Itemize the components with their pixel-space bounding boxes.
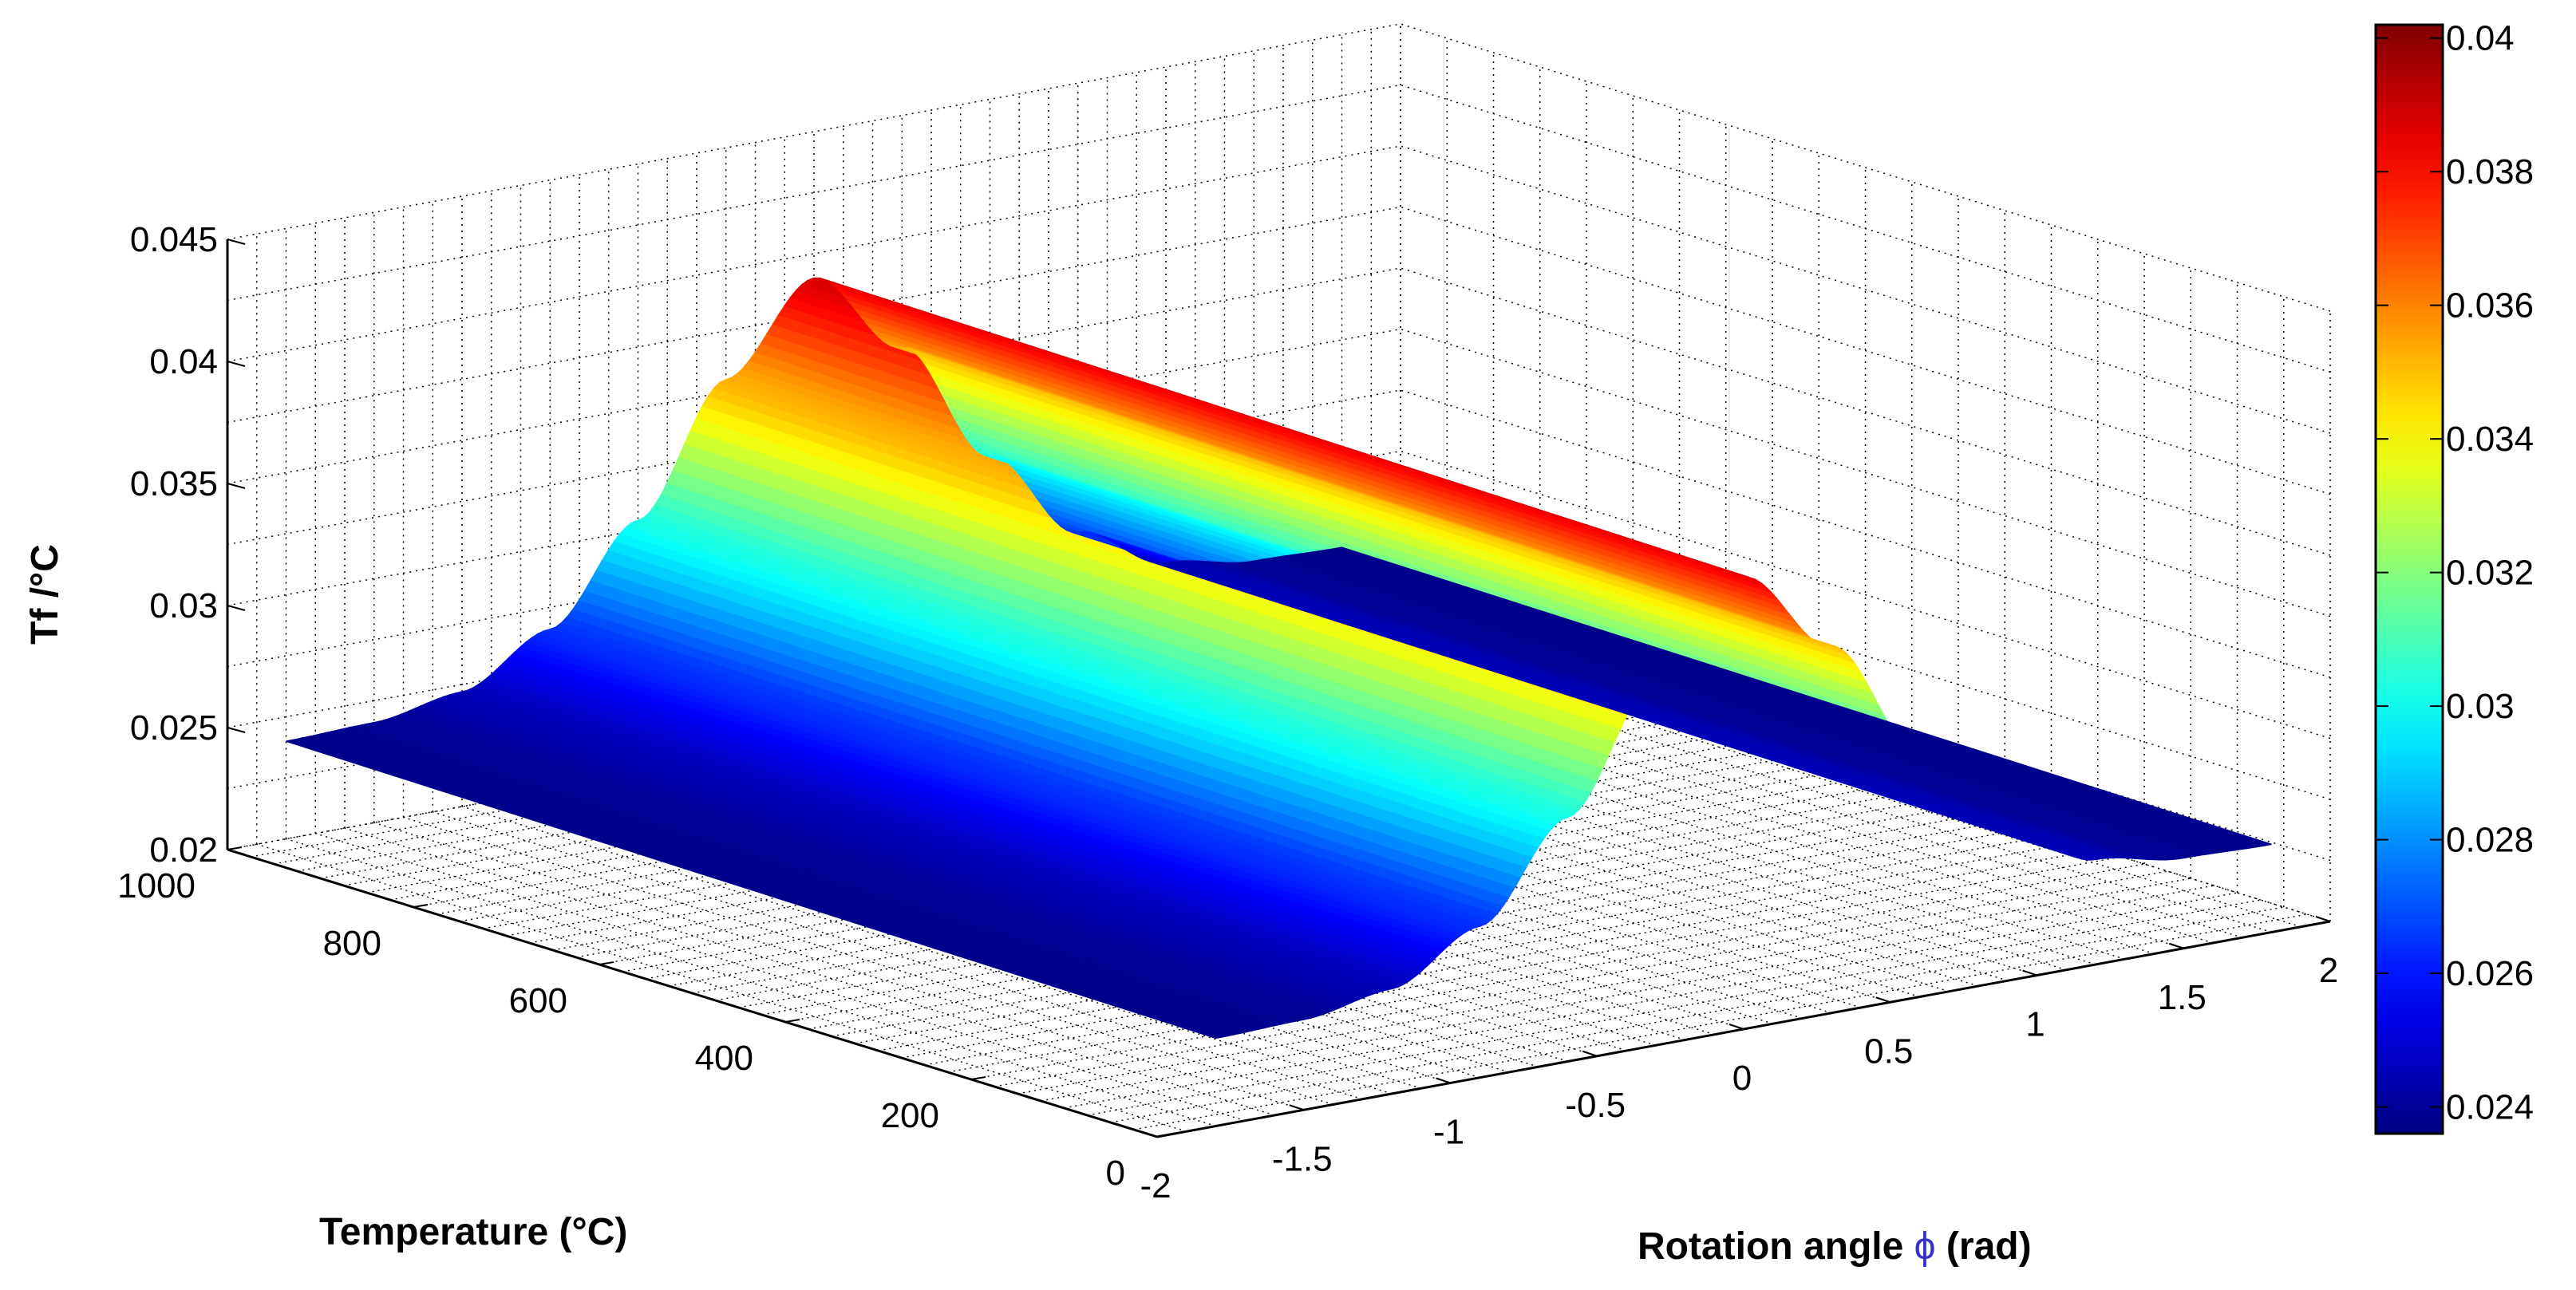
side-wall-gridline — [1400, 145, 2331, 434]
x-tick-label: 800 — [323, 924, 381, 963]
side-wall-gridline — [1400, 23, 2331, 312]
x-tick — [784, 1019, 800, 1023]
colorbar-tick-label: 0.032 — [2446, 554, 2534, 593]
back-wall-gridline — [227, 84, 1401, 302]
colorbar: 0.024 0.026 0.028 0.03 0.032 0.034 0.036 0.038 0… — [2374, 19, 2534, 1135]
floor-gridline — [461, 806, 1393, 1095]
colorbar-tick-label: 0.04 — [2446, 19, 2515, 58]
y-tick — [1289, 1104, 1305, 1111]
y-tick — [1582, 1050, 1598, 1057]
x-tick — [413, 904, 429, 908]
z-tick-label: 0.045 — [130, 220, 218, 259]
z-tick-label: 0.02 — [149, 830, 218, 870]
colorbar-ticks: 0.024 0.026 0.028 0.03 0.032 0.034 0.036 0.038 0… — [2376, 19, 2534, 1127]
floor-gridline — [344, 827, 1275, 1116]
z-tick-label: 0.035 — [130, 464, 218, 503]
colorbar-tick-label: 0.036 — [2446, 286, 2534, 325]
colorbar-gradient — [2374, 23, 2444, 1135]
x-axis-label: Temperature (°C) — [319, 1211, 627, 1253]
axes-layer — [226, 239, 2331, 1138]
y-tick-label: -1 — [1433, 1113, 1464, 1152]
y-tick — [2022, 969, 2037, 976]
z-tick — [227, 483, 246, 489]
side-wall-gridline — [1400, 206, 2331, 495]
side-wall-gridline — [1400, 328, 2331, 617]
x-tick — [1156, 1134, 1172, 1138]
back-wall-gridline — [227, 206, 1401, 424]
side-wall-gridline — [1400, 450, 2331, 740]
y-tick-label: -2 — [1140, 1166, 1171, 1205]
colorbar-tick-label: 0.026 — [2446, 954, 2534, 993]
tick-labels-layer: 0.02 0.025 0.03 0.035 0.04 0.045 0 200 400 600 800… — [117, 220, 2338, 1205]
floor-gridline — [433, 811, 1363, 1100]
floor-gridline — [286, 838, 1216, 1127]
y-tick — [2315, 916, 2331, 922]
x-tick — [970, 1076, 986, 1080]
surface-layer — [286, 277, 2272, 1039]
z-tick-label: 0.04 — [149, 342, 218, 381]
colorbar-tick-label: 0.03 — [2446, 687, 2515, 726]
back-wall-gridline — [227, 450, 1401, 668]
x-tick-label: 200 — [881, 1096, 939, 1135]
y-tick-label: -1.5 — [1272, 1139, 1333, 1178]
colorbar-tick-label: 0.028 — [2446, 821, 2534, 860]
x-tick-label: 600 — [509, 981, 567, 1020]
z-tick-label: 0.025 — [130, 708, 218, 748]
z-tick — [227, 605, 246, 611]
x-tick-label: 400 — [695, 1039, 753, 1078]
surface-strip — [1335, 546, 2272, 846]
y-axis-label-suffix: (rad) — [1936, 1225, 2032, 1268]
back-wall-gridline — [227, 23, 1401, 240]
y-tick-label: 1.5 — [2158, 978, 2207, 1017]
z-tick — [227, 361, 246, 367]
y-axis-label: Rotation angle ϕ (rad) — [1638, 1225, 2032, 1268]
x-axis-line — [227, 848, 1158, 1138]
y-tick-label: -0.5 — [1565, 1086, 1626, 1125]
back-wall-gridline — [227, 267, 1401, 484]
back-wall-gridline — [227, 145, 1401, 362]
y-tick — [1436, 1077, 1451, 1084]
back-wall-gridline — [227, 389, 1401, 606]
floor-gridline — [256, 843, 1187, 1132]
z-tick — [227, 239, 246, 245]
x-tick-label: 1000 — [117, 866, 196, 905]
floor-gridline — [373, 822, 1304, 1111]
colorbar-tick-label: 0.038 — [2446, 152, 2534, 191]
y-tick — [1875, 996, 1891, 1004]
y-tick-label: 2 — [2319, 951, 2338, 990]
back-wall-gridline — [227, 633, 1401, 850]
y-tick — [2168, 942, 2184, 949]
y-tick-label: 0 — [1732, 1059, 1752, 1098]
x-tick — [599, 961, 614, 965]
y-tick-label: 1 — [2025, 1005, 2045, 1044]
y-tick — [1729, 1024, 1744, 1030]
back-wall-gridline — [227, 511, 1401, 728]
z-tick — [227, 849, 246, 855]
x-tick — [227, 846, 243, 850]
z-tick-label: 0.03 — [149, 586, 218, 625]
z-axis-label: Tf /°C — [24, 544, 66, 645]
phi-symbol: ϕ — [1914, 1225, 1936, 1268]
colorbar-tick-label: 0.024 — [2446, 1088, 2534, 1127]
y-axis-label-prefix: Rotation angle — [1638, 1225, 1914, 1268]
y-tick — [1142, 1131, 1158, 1138]
z-tick — [227, 727, 246, 733]
y-tick-label: 0.5 — [1864, 1032, 1913, 1071]
side-wall-gridline — [1400, 267, 2331, 556]
back-wall-gridline — [227, 328, 1401, 546]
colorbar-tick-label: 0.034 — [2446, 420, 2534, 459]
x-tick-label: 0 — [1106, 1154, 1125, 1193]
